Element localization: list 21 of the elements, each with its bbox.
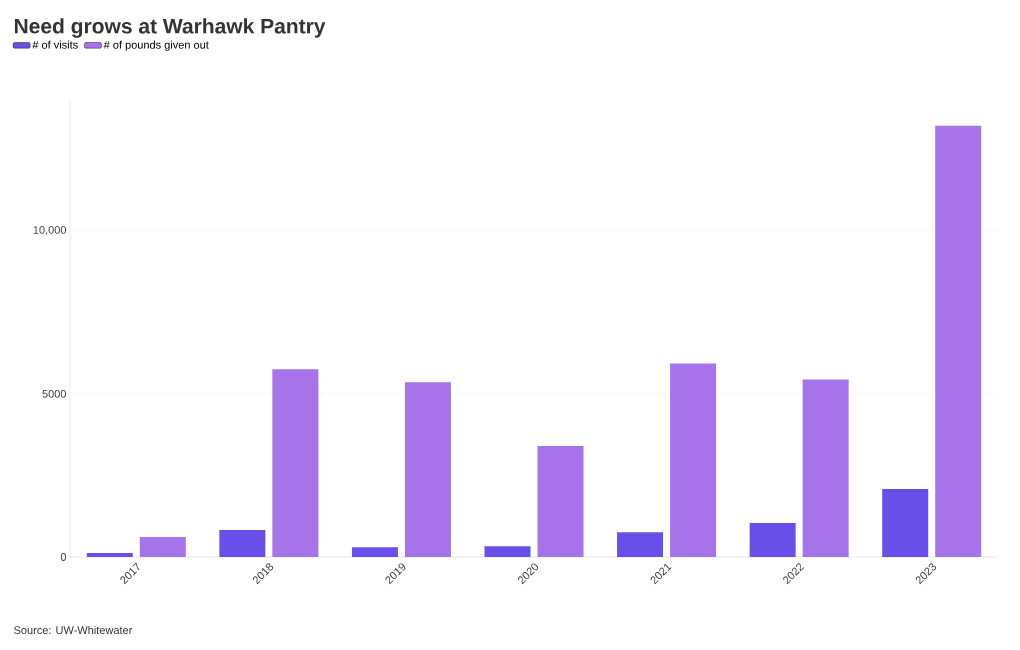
- y-tick-label: 10,000: [33, 226, 67, 236]
- chart-title: Need grows at Warhawk Pantry: [14, 18, 326, 38]
- bar: [617, 532, 664, 557]
- bar: [882, 489, 929, 557]
- legend-label: # of visits: [32, 40, 78, 49]
- bar: [219, 529, 266, 557]
- legend-label: # of pounds given out: [103, 40, 209, 51]
- source-note: Source: UW-Whitewater: [14, 625, 133, 635]
- y-tick-label: 5000: [42, 389, 67, 398]
- bar: [272, 369, 319, 557]
- bar: [935, 125, 982, 557]
- bar: [139, 537, 186, 557]
- bar: [670, 363, 717, 557]
- bar: [802, 379, 849, 557]
- bar: [537, 446, 584, 557]
- bar: [86, 553, 133, 557]
- bar: [484, 546, 531, 557]
- y-tick-label: 0: [60, 553, 67, 561]
- bar: [351, 547, 398, 557]
- bar: [404, 382, 451, 557]
- bar: [749, 523, 796, 557]
